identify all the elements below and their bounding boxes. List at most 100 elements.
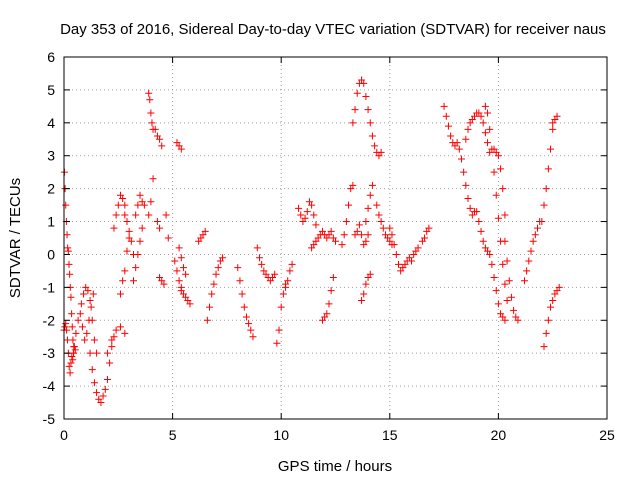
data-point-plus	[555, 283, 563, 291]
data-point-plus	[353, 89, 361, 97]
data-point-plus	[245, 320, 253, 328]
data-point-plus	[295, 204, 303, 212]
data-point-plus	[110, 224, 118, 232]
data-point-plus	[499, 185, 507, 193]
data-point-plus	[366, 191, 374, 199]
data-point-plus	[121, 267, 129, 275]
y-tick-label: -5	[43, 411, 56, 427]
data-point-plus	[123, 247, 131, 255]
data-point-plus	[138, 198, 146, 206]
series-arc-37	[362, 92, 385, 160]
data-point-plus	[162, 211, 170, 219]
data-point-plus	[236, 277, 244, 285]
data-point-plus	[77, 300, 85, 308]
data-point-plus	[148, 119, 156, 127]
data-point-plus	[130, 277, 138, 285]
y-tick-label: -3	[43, 345, 56, 361]
series-arc-41	[440, 102, 479, 219]
data-point-plus	[525, 257, 533, 265]
data-point-plus	[123, 218, 131, 226]
data-point-plus	[134, 201, 142, 209]
data-point-plus	[177, 254, 185, 262]
data-point-plus	[284, 277, 292, 285]
data-point-plus	[308, 201, 316, 209]
data-point-plus	[67, 293, 75, 301]
series-arc-23	[195, 227, 209, 245]
data-point-plus	[349, 181, 357, 189]
series-arc-04	[77, 283, 101, 357]
x-axis-label: GPS time / hours	[278, 458, 392, 475]
data-point-plus	[255, 254, 263, 262]
data-point-plus	[492, 287, 500, 295]
data-point-plus	[392, 250, 400, 258]
data-point-plus	[62, 201, 70, 209]
data-point-plus	[388, 231, 396, 239]
data-point-plus	[238, 290, 246, 298]
data-point-plus	[258, 260, 266, 268]
data-point-plus	[327, 227, 335, 235]
data-point-plus	[355, 221, 363, 229]
data-point-plus	[240, 303, 248, 311]
data-point-plus	[486, 250, 494, 258]
data-point-plus	[358, 297, 366, 305]
data-point-plus	[475, 218, 483, 226]
data-point-plus	[206, 303, 214, 311]
data-point-plus	[249, 333, 257, 341]
data-point-plus	[349, 119, 357, 127]
data-point-plus	[136, 237, 144, 245]
data-point-plus	[156, 135, 164, 143]
series-arc-31	[318, 273, 337, 324]
data-point-plus	[390, 241, 398, 249]
data-point-plus	[175, 244, 183, 252]
data-point-plus	[529, 237, 537, 245]
data-point-plus	[125, 227, 133, 235]
data-point-plus	[68, 323, 76, 331]
series-arc-30	[308, 227, 339, 252]
series-arc-19	[173, 139, 185, 153]
data-point-plus	[297, 211, 305, 219]
data-point-plus	[177, 145, 185, 153]
data-point-plus	[408, 257, 416, 265]
data-point-plus	[70, 343, 78, 351]
series-arc-13	[145, 175, 157, 219]
data-point-plus	[425, 224, 433, 232]
data-point-plus	[323, 310, 331, 318]
x-tick-label: 5	[169, 427, 177, 443]
data-point-plus	[455, 145, 463, 153]
data-point-plus	[234, 264, 242, 272]
y-axis-label: SDTVAR / TECUs	[7, 178, 24, 298]
data-point-plus	[301, 214, 309, 222]
data-point-plus	[119, 277, 127, 285]
data-point-plus	[71, 346, 79, 354]
data-point-plus	[103, 376, 111, 384]
data-point-plus	[377, 218, 385, 226]
data-point-plus	[65, 362, 73, 370]
data-point-plus	[116, 323, 124, 331]
data-point-plus	[327, 287, 335, 295]
data-point-plus	[364, 231, 372, 239]
data-point-plus	[132, 211, 140, 219]
chart-title: Day 353 of 2016, Sidereal Day-to-day VTE…	[60, 21, 606, 38]
data-point-plus	[466, 204, 474, 212]
data-point-plus	[366, 119, 374, 127]
data-point-plus	[288, 260, 296, 268]
data-point-plus	[83, 329, 91, 337]
data-point-plus	[134, 250, 142, 258]
data-point-plus	[501, 237, 509, 245]
data-point-plus	[479, 119, 487, 127]
series-arc-06	[103, 323, 129, 357]
data-point-plus	[66, 369, 74, 377]
x-tick-label: 25	[599, 427, 615, 443]
data-point-plus	[490, 273, 498, 281]
data-point-plus	[156, 224, 164, 232]
data-point-plus	[179, 264, 187, 272]
data-point-plus	[84, 287, 92, 295]
data-point-plus	[119, 195, 127, 203]
data-point-plus	[121, 211, 129, 219]
series-arc-35	[358, 270, 374, 305]
data-point-plus	[477, 112, 485, 120]
y-tick-label: -2	[43, 312, 56, 328]
series-arc-14	[151, 125, 166, 150]
data-point-plus	[462, 135, 470, 143]
data-point-plus	[481, 129, 489, 137]
